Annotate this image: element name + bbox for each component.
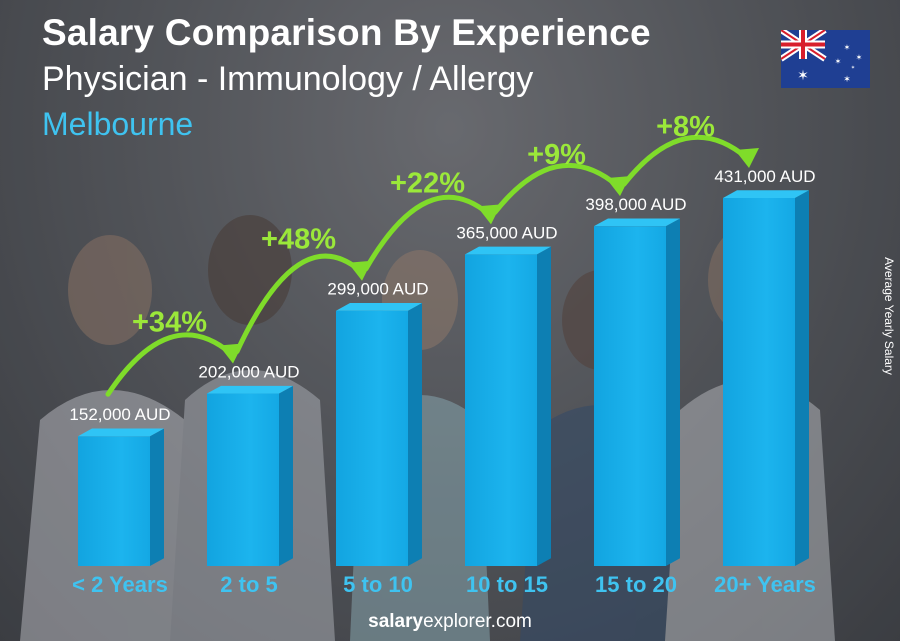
- bar-top: [723, 190, 809, 198]
- category-label: 2 to 5: [220, 572, 277, 597]
- increase-arrow-4: +8%: [621, 111, 759, 187]
- svg-text:✶: ✶: [843, 74, 851, 84]
- bar-side: [408, 303, 422, 566]
- category-label: 20+ Years: [714, 572, 816, 597]
- value-label: 398,000 AUD: [585, 195, 686, 214]
- bar-front: [207, 393, 279, 566]
- bar-side: [537, 246, 551, 567]
- bar-top: [465, 246, 551, 255]
- svg-text:✶: ✶: [844, 43, 851, 52]
- arrow-curve: [621, 134, 750, 187]
- arrow-curve: [234, 253, 363, 355]
- arrow-head: [735, 148, 759, 168]
- bar-side: [666, 218, 680, 567]
- bar-front: [594, 226, 666, 566]
- bar-top: [594, 218, 680, 227]
- bar-front: [465, 254, 537, 566]
- category-label: 5 to 10: [343, 572, 413, 597]
- bar-top: [78, 428, 164, 437]
- category-label: < 2 Years: [72, 572, 168, 597]
- bar-top: [336, 303, 422, 311]
- bar-side: [279, 385, 293, 566]
- bar-top: [207, 385, 293, 394]
- percent-increase-label: +22%: [390, 167, 465, 199]
- bar-5: [723, 190, 809, 567]
- svg-text:✶: ✶: [851, 65, 855, 71]
- page-title: Salary Comparison By Experience: [42, 12, 651, 53]
- percent-increase-label: +34%: [132, 307, 207, 339]
- increase-arrow-3: +9%: [492, 139, 630, 215]
- value-label: 202,000 AUD: [198, 363, 299, 382]
- city-label: Melbourne: [42, 106, 194, 142]
- bar-3: [465, 246, 551, 567]
- bar-4: [594, 218, 680, 567]
- bar-side: [150, 428, 164, 566]
- site-footer: salaryexplorer.com: [0, 611, 900, 633]
- value-label: 299,000 AUD: [327, 280, 428, 299]
- bar-2: [336, 303, 422, 566]
- bar-front: [336, 310, 408, 566]
- bar-side: [795, 190, 809, 567]
- bar-1: [207, 385, 293, 566]
- brand-bold: salary: [368, 611, 424, 632]
- increase-arrow-1: +48%: [234, 224, 372, 355]
- arrow-curve: [492, 162, 621, 215]
- category-label: 10 to 15: [466, 572, 548, 597]
- arrow-curve: [363, 194, 492, 272]
- bar-0: [78, 428, 164, 566]
- arrow-curve: [105, 332, 234, 397]
- increase-arrow-2: +22%: [363, 167, 501, 272]
- category-label: 15 to 20: [595, 572, 677, 597]
- svg-text:✶: ✶: [797, 67, 809, 83]
- australia-flag-icon: ✶ ✶ ✶ ✶ ✶ ✶: [781, 30, 870, 88]
- bar-front: [723, 198, 795, 566]
- value-label: 431,000 AUD: [714, 167, 815, 186]
- percent-increase-label: +8%: [656, 111, 715, 143]
- job-title: Physician - Immunology / Allergy: [42, 60, 534, 98]
- value-label: 152,000 AUD: [69, 405, 170, 424]
- svg-text:✶: ✶: [835, 57, 842, 66]
- value-label: 365,000 AUD: [456, 223, 557, 242]
- svg-text:✶: ✶: [856, 53, 863, 62]
- brand-rest: explorer.com: [423, 611, 532, 632]
- bar-front: [78, 436, 150, 566]
- percent-increase-label: +9%: [527, 139, 586, 171]
- percent-increase-label: +48%: [261, 224, 336, 256]
